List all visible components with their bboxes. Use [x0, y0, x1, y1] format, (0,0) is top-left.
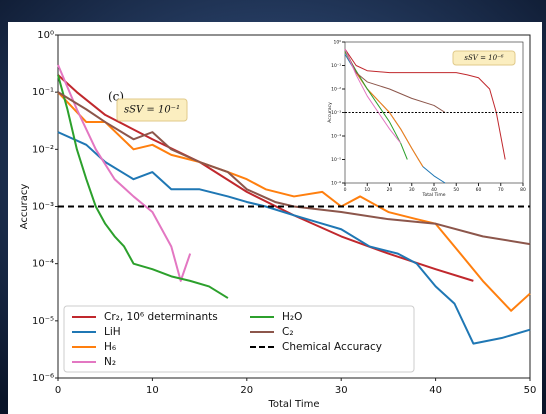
- y-axis-label: Accuracy: [327, 102, 333, 123]
- x-tick-label: 20: [240, 385, 253, 396]
- annotation-box: [116, 98, 188, 122]
- x-tick-label: 40: [429, 385, 442, 396]
- series-line: [344, 51, 424, 167]
- legend-label: C₂: [282, 326, 294, 338]
- series-line: [57, 91, 531, 246]
- x-tick-label: 0: [55, 385, 61, 396]
- series-line: [57, 74, 474, 282]
- series-line: [344, 48, 402, 144]
- x-tick-label: 50: [453, 187, 459, 193]
- x-tick-label: 30: [409, 187, 415, 193]
- x-axis-label: Total Time: [267, 399, 319, 410]
- y-tick-label: 10⁻³: [331, 110, 341, 116]
- x-axis-label: Total Time: [422, 192, 446, 198]
- legend-label: H₂O: [282, 311, 302, 323]
- annotation-box: [452, 50, 516, 66]
- y-tick-label: 10⁻⁴: [331, 134, 341, 140]
- y-tick-label: 10⁻³: [32, 202, 54, 213]
- y-tick-label: 10⁻⁵: [32, 316, 54, 327]
- y-tick-label: 10⁻⁵: [331, 157, 341, 163]
- series-line: [57, 64, 192, 282]
- annotation: sSV = 10⁻¹: [124, 105, 180, 116]
- x-tick-label: 80: [520, 187, 526, 193]
- y-tick-label: 10⁻¹: [331, 63, 341, 69]
- x-tick-label: 10: [364, 187, 370, 193]
- legend-label: Chemical Accuracy: [282, 341, 382, 353]
- legend-label: H₆: [104, 341, 116, 353]
- x-tick-label: 10: [146, 385, 159, 396]
- legend-label: N₂: [104, 356, 116, 368]
- plot: 0 10 20 30 40 50 60 70 80 10⁻⁶ 10⁻⁵ 10⁻⁴ 10⁻³ 10⁻² 10⁻…: [327, 40, 526, 199]
- y-tick-label: 10⁻⁶: [331, 181, 341, 187]
- series-line: [57, 74, 229, 299]
- y-axis-label: Accuracy: [19, 184, 30, 230]
- y-tick-label: 10⁻¹: [32, 87, 54, 98]
- legend-label: LiH: [104, 326, 121, 338]
- x-tick-label: 20: [387, 187, 393, 193]
- series-line: [344, 48, 446, 113]
- series-line: [57, 131, 531, 345]
- y-tick-label: 10⁰: [37, 30, 54, 41]
- annotation: sSV = 10⁻⁶: [464, 54, 503, 62]
- y-tick-label: 10⁻⁶: [32, 373, 54, 384]
- x-tick-label: 60: [476, 187, 482, 193]
- x-tick-label: 40: [431, 187, 437, 193]
- x-tick-label: 30: [335, 385, 348, 396]
- legend-label: Cr₂, 10⁶ determinants: [104, 311, 218, 323]
- x-tick-label: 0: [344, 187, 347, 193]
- y-tick-label: 10⁻²: [331, 87, 341, 93]
- x-tick-label: 70: [498, 187, 504, 193]
- y-tick-label: 10⁰: [333, 40, 341, 46]
- legend-box: [63, 305, 415, 373]
- x-tick-label: 50: [524, 385, 537, 396]
- series-line: [57, 91, 531, 312]
- y-tick-label: 10⁻⁴: [32, 259, 54, 270]
- legend: Cr₂, 10⁶ determinants LiH H₆ N₂ H₂O C₂ Chemica…: [63, 305, 415, 373]
- y-tick-label: 10⁻²: [32, 144, 54, 155]
